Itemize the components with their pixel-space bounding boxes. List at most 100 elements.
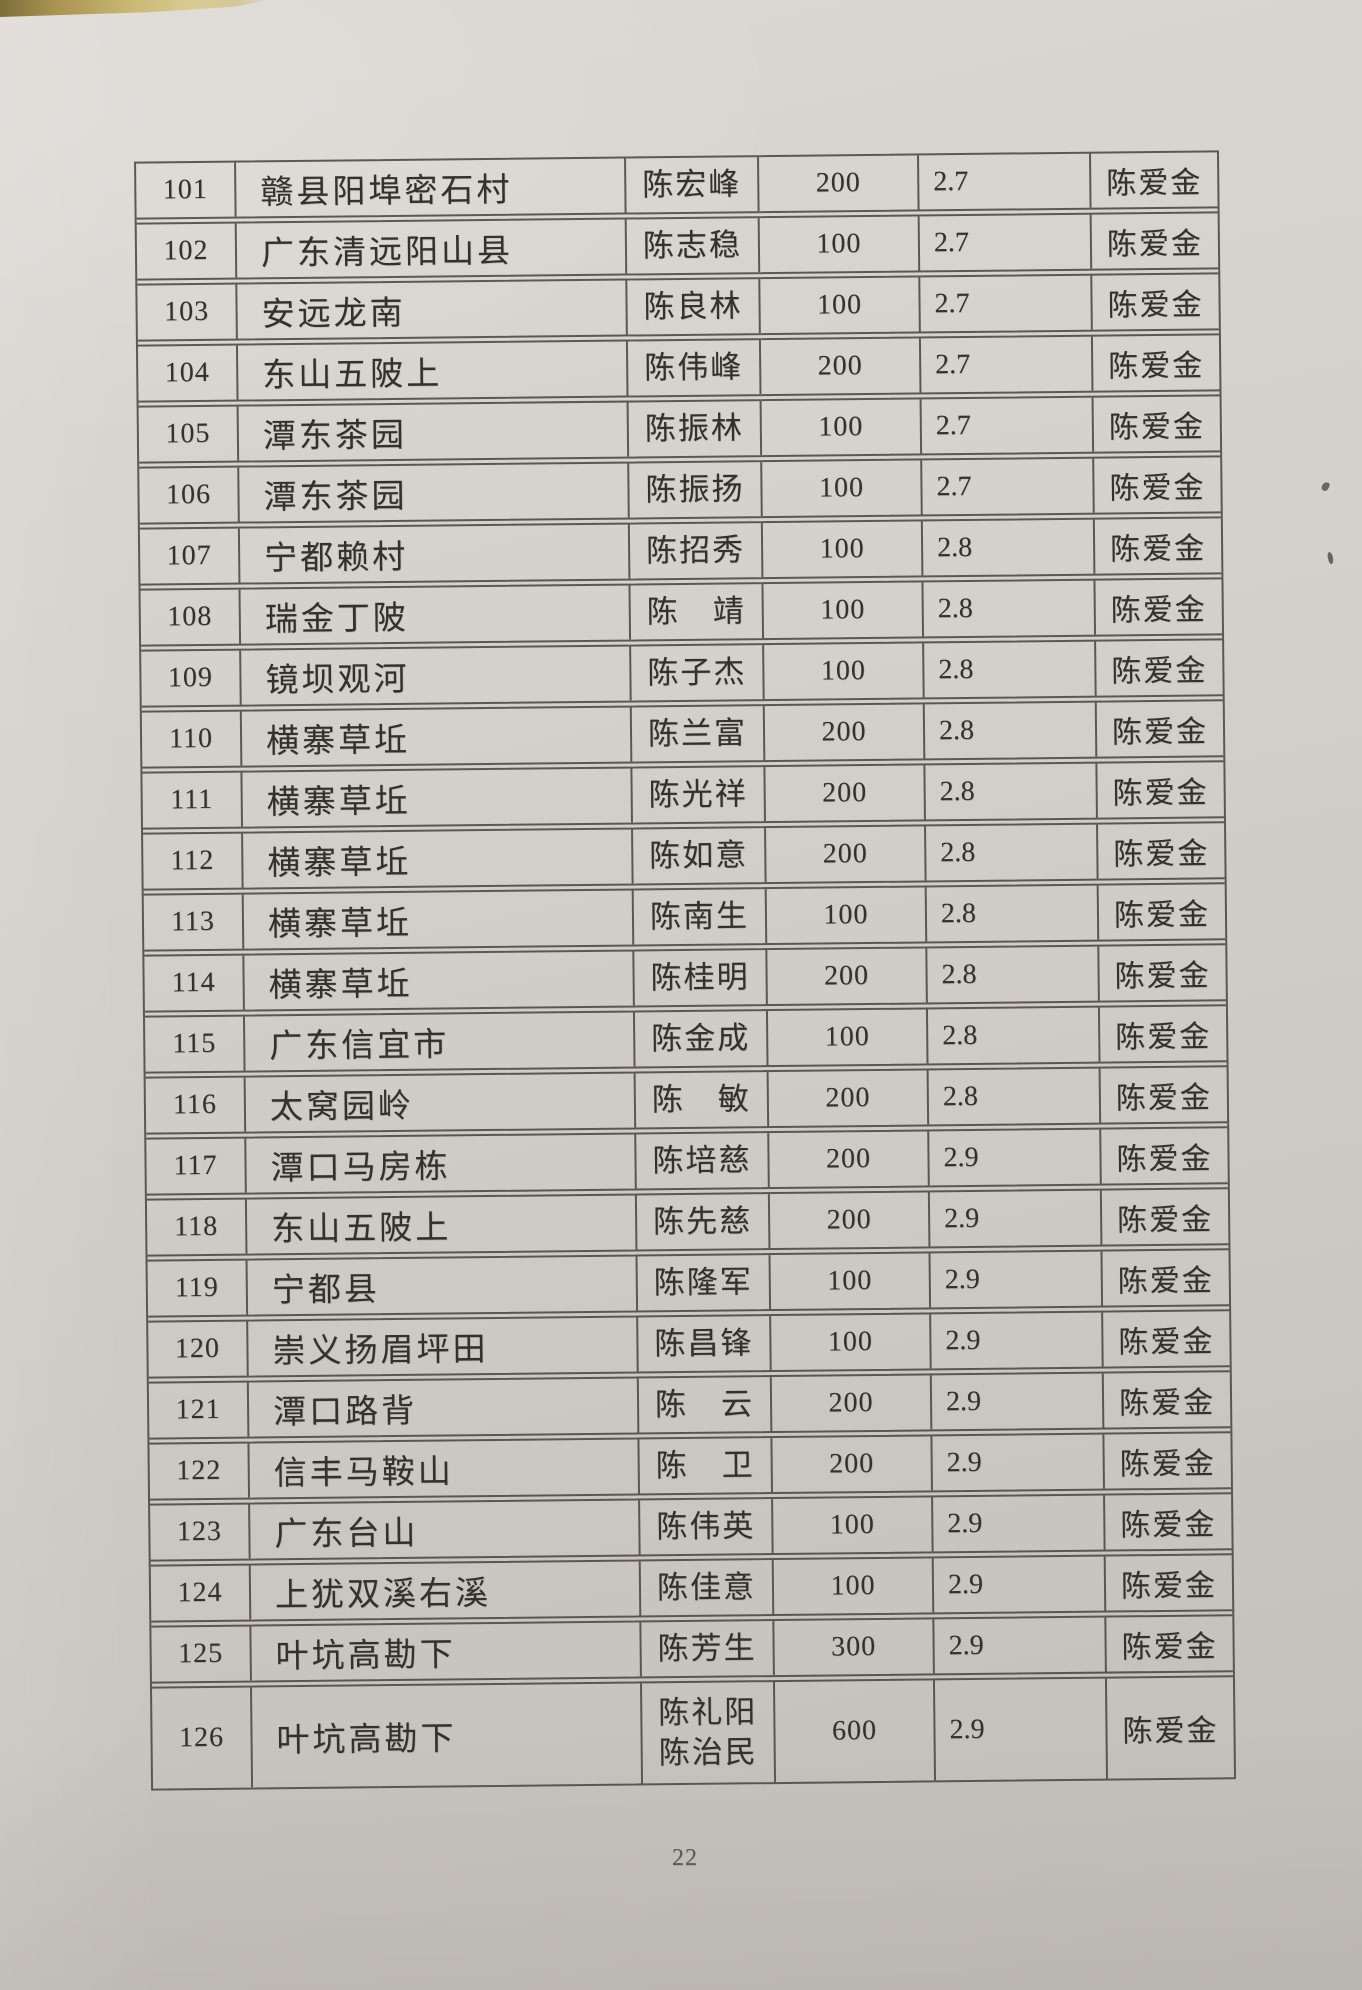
cell-amount: 200 (757, 155, 918, 212)
table-row: 101 赣县阳埠密石村 陈宏峰 200 2.7 陈爱金 (136, 150, 1218, 220)
cell-rate: 2.9 (932, 1678, 1107, 1781)
table-row: 126 叶坑高勘下 陈礼阳 陈治民 600 2.9 陈爱金 (151, 1675, 1235, 1791)
cell-place-name: 上犹双溪右溪 (248, 1561, 640, 1620)
cell-rate: 2.9 (929, 1312, 1102, 1369)
cell-place-name: 叶坑高勘下 (250, 1683, 642, 1788)
cell-place-name: 横寨草坵 (240, 768, 631, 827)
cell-serial-number: 112 (170, 844, 215, 877)
cell-person-name: 陈志稳 (624, 218, 759, 274)
cell-rate: 2.8 (922, 641, 1095, 698)
cell-place-name: 广东台山 (248, 1500, 639, 1559)
table-row: 117 潭口马房栋 陈培慈 200 2.9 陈爱金 (146, 1126, 1228, 1196)
cell-payer-name: 陈爱金 (1099, 1189, 1229, 1245)
cell-person-name: 陈招秀 (627, 523, 762, 579)
cell-rate: 2.8 (922, 702, 1096, 759)
cell-payer-name: 陈爱金 (1104, 1677, 1235, 1779)
cell-amount: 100 (771, 1558, 933, 1615)
cell-amount: 200 (758, 338, 920, 395)
table-row: 118 东山五陂上 陈先慈 200 2.9 陈爱金 (146, 1187, 1229, 1257)
cell-rate: 2.9 (927, 1190, 1101, 1247)
cell-amount: 200 (765, 948, 926, 1005)
cell-person-name: 陈芳生 (639, 1621, 773, 1677)
cell-person-name: 陈如意 (631, 828, 765, 884)
cell-serial-number: 114 (171, 966, 216, 999)
table-row: 104 东山五陂上 陈伟峰 200 2.7 陈爱金 (137, 333, 1220, 403)
cell-amount: 200 (769, 1375, 931, 1432)
cell-rate: 2.7 (920, 458, 1093, 515)
cell-place-name: 横寨草坵 (241, 890, 633, 949)
cell-payer-name: 陈爱金 (1097, 1006, 1227, 1062)
cell-place-name: 赣县阳埠密石村 (234, 158, 625, 217)
cell-amount: 100 (761, 582, 923, 639)
cell-serial-number: 107 (166, 539, 212, 572)
cell-amount: 100 (759, 399, 921, 456)
cell-rate: 2.9 (929, 1373, 1103, 1430)
desk-edge-sliver (0, 0, 272, 17)
cell-serial-number: 110 (168, 722, 214, 755)
cell-place-name: 潭口马房栋 (244, 1134, 635, 1193)
cell-amount: 200 (770, 1436, 931, 1493)
cell-person-name: 陈伟英 (638, 1499, 772, 1555)
cell-amount: 100 (757, 216, 919, 273)
cell-person-name: 陈培慈 (634, 1133, 768, 1189)
cell-payer-name: 陈爱金 (1096, 884, 1226, 940)
cell-person-name: 陈南生 (631, 889, 766, 945)
cell-rate: 2.8 (924, 885, 1098, 942)
cell-place-name: 广东信宜市 (242, 1012, 634, 1071)
cell-person-name: 陈伟峰 (625, 340, 760, 396)
table-row: 112 横寨草坵 陈如意 200 2.8 陈爱金 (143, 821, 1225, 891)
cell-amount: 100 (758, 277, 919, 334)
table-row: 124 上犹双溪右溪 陈佳意 100 2.9 陈爱金 (150, 1553, 1233, 1623)
cell-amount: 100 (769, 1314, 930, 1371)
table-row: 121 潭口路背 陈 云 200 2.9 陈爱金 (148, 1370, 1231, 1440)
cell-payer-name: 陈爱金 (1097, 945, 1226, 1001)
cell-place-name: 镜坝观河 (239, 646, 630, 705)
table-row: 115 广东信宜市 陈金成 100 2.8 陈爱金 (144, 1004, 1227, 1074)
cell-person-name: 陈振林 (626, 401, 761, 457)
table-row: 107 宁都赖村 陈招秀 100 2.8 陈爱金 (139, 516, 1222, 586)
table-row: 113 横寨草坵 陈南生 100 2.8 陈爱金 (143, 882, 1226, 952)
table-row: 116 太窝园岭 陈 敏 200 2.8 陈爱金 (145, 1065, 1228, 1135)
cell-place-name: 横寨草坵 (241, 829, 632, 888)
page-number: 22 (672, 1845, 698, 1871)
cell-serial-number: 117 (173, 1149, 218, 1182)
cell-person-name: 陈 卫 (637, 1438, 771, 1494)
cell-person-name: 陈振扬 (627, 462, 761, 518)
cell-place-name: 安远龙南 (235, 280, 626, 339)
table-row: 103 安远龙南 陈良林 100 2.7 陈爱金 (137, 272, 1219, 342)
cell-payer-name: 陈爱金 (1104, 1616, 1233, 1672)
table-row: 120 崇义扬眉坪田 陈昌锋 100 2.9 陈爱金 (148, 1309, 1230, 1379)
cell-serial-number: 109 (167, 661, 214, 694)
cell-place-name: 信丰马鞍山 (247, 1439, 639, 1498)
cell-payer-name: 陈爱金 (1092, 457, 1221, 513)
cell-amount: 600 (772, 1680, 935, 1783)
cell-place-name: 崇义扬眉坪田 (246, 1317, 637, 1376)
table-row: 122 信丰马鞍山 陈 卫 200 2.9 陈爱金 (149, 1431, 1231, 1501)
cell-payer-name: 陈爱金 (1095, 762, 1224, 818)
cell-payer-name: 陈爱金 (1101, 1311, 1230, 1367)
cell-place-name: 潭东茶园 (236, 402, 628, 461)
table-row: 109 镜坝观河 陈子杰 100 2.8 陈爱金 (141, 638, 1223, 708)
cell-payer-name: 陈爱金 (1098, 1067, 1228, 1123)
cell-person-name: 陈昌锋 (636, 1316, 770, 1372)
cell-serial-number: 118 (174, 1210, 219, 1243)
cell-payer-name: 陈爱金 (1103, 1494, 1232, 1550)
cell-amount: 200 (766, 1070, 928, 1127)
table-row: 123 广东台山 陈伟英 100 2.9 陈爱金 (150, 1492, 1232, 1562)
cell-payer-name: 陈爱金 (1091, 396, 1221, 452)
cell-payer-name: 陈爱金 (1093, 579, 1223, 635)
cell-payer-name: 陈爱金 (1096, 823, 1225, 879)
cell-person-name: 陈良林 (625, 279, 759, 335)
cell-rate: 2.7 (918, 275, 1091, 332)
cell-amount: 300 (772, 1619, 933, 1676)
cell-serial-number: 125 (177, 1637, 224, 1670)
table-row: 111 横寨草坵 陈光祥 200 2.8 陈爱金 (142, 760, 1224, 830)
ink-speck (1326, 551, 1335, 565)
cell-serial-number: 122 (176, 1454, 222, 1487)
cell-payer-name: 陈爱金 (1089, 213, 1219, 269)
cell-place-name: 瑞金丁陂 (238, 585, 630, 644)
cell-amount: 100 (768, 1253, 930, 1310)
cell-rate: 2.8 (921, 580, 1095, 637)
cell-place-name: 宁都县 (245, 1256, 637, 1315)
cell-place-name: 广东清远阳山县 (234, 219, 626, 278)
